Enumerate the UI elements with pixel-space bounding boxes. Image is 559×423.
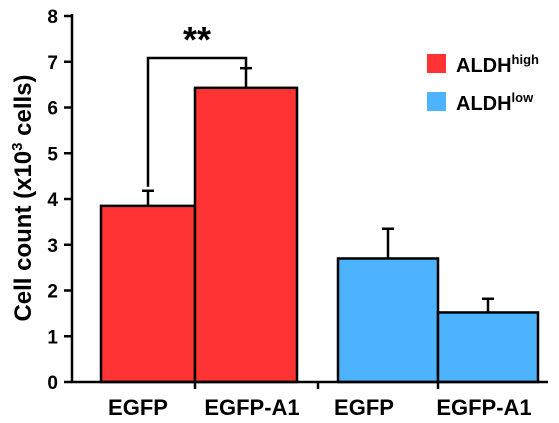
legend-swatch-high	[427, 54, 446, 73]
y-tick-label: 6	[47, 99, 58, 120]
bar-low-egfp-a1	[436, 311, 540, 384]
y-tick-label: 0	[47, 373, 58, 394]
x-tick-label: EGFP	[334, 395, 394, 420]
legend-label-high: ALDHhigh	[456, 52, 539, 77]
significance-bracket	[146, 56, 248, 187]
y-axis-label: Cell count (x103 cells)	[9, 74, 37, 321]
y-tick-label: 3	[47, 236, 58, 257]
y-tick-label: 5	[47, 144, 58, 165]
x-tick-label: EGFP	[108, 395, 168, 420]
y-tick-label: 4	[47, 190, 58, 211]
x-tick-label: EGFP-A1	[204, 395, 299, 420]
significance-label: **	[183, 19, 211, 60]
bar-low-egfp	[336, 257, 440, 384]
legend-label-low: ALDHlow	[456, 90, 534, 115]
bar-high-egfp-a1	[193, 86, 299, 384]
y-tick-label: 8	[47, 7, 58, 28]
y-tick-label: 1	[47, 327, 58, 348]
legend-swatch-low	[427, 92, 446, 111]
x-tick-label: EGFP-A1	[436, 395, 531, 420]
y-tick-label: 7	[47, 53, 58, 74]
bar-high-egfp	[99, 204, 197, 384]
y-tick-label: 2	[47, 282, 58, 303]
